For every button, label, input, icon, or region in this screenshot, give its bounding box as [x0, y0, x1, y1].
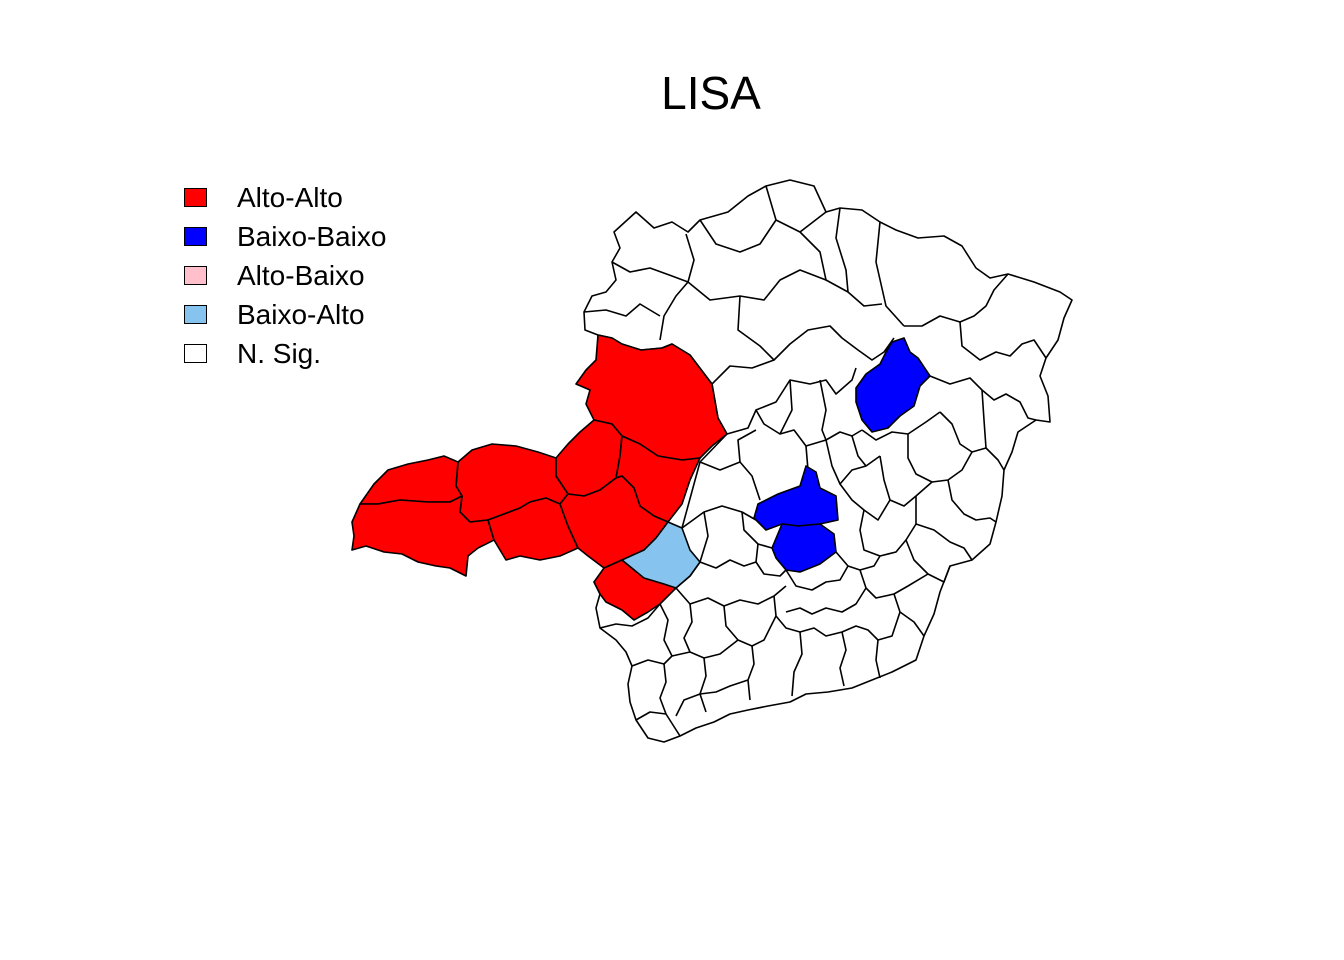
- region-boundaries: [583, 185, 1047, 737]
- legend-item-baixo-alto: Baixo-Alto: [184, 295, 386, 334]
- region: [855, 337, 931, 433]
- legend-swatch: [184, 344, 207, 363]
- legend-label: Baixo-Baixo: [237, 220, 387, 252]
- legend-label: N. Sig.: [237, 337, 322, 369]
- legend-label: Alto-Alto: [237, 181, 343, 213]
- legend-item-n-sig: N. Sig.: [184, 334, 386, 373]
- legend-label: Baixo-Alto: [237, 298, 365, 330]
- map-title: LISA: [661, 67, 761, 119]
- legend-label: Alto-Baixo: [237, 259, 365, 291]
- region: [771, 523, 837, 573]
- region: [559, 475, 669, 569]
- legend-swatch: [184, 266, 207, 285]
- legend-swatch: [184, 227, 207, 246]
- legend-item-alto-alto: Alto-Alto: [184, 178, 386, 217]
- region: [359, 455, 463, 505]
- legend-swatch: [184, 188, 207, 207]
- legend-item-baixo-baixo: Baixo-Baixo: [184, 217, 386, 256]
- legend-item-alto-baixo: Alto-Baixo: [184, 256, 386, 295]
- region: [351, 495, 495, 577]
- legend: Alto-Alto Baixo-Baixo Alto-Baixo Baixo-A…: [184, 178, 386, 373]
- legend-swatch: [184, 305, 207, 324]
- region: [621, 521, 701, 589]
